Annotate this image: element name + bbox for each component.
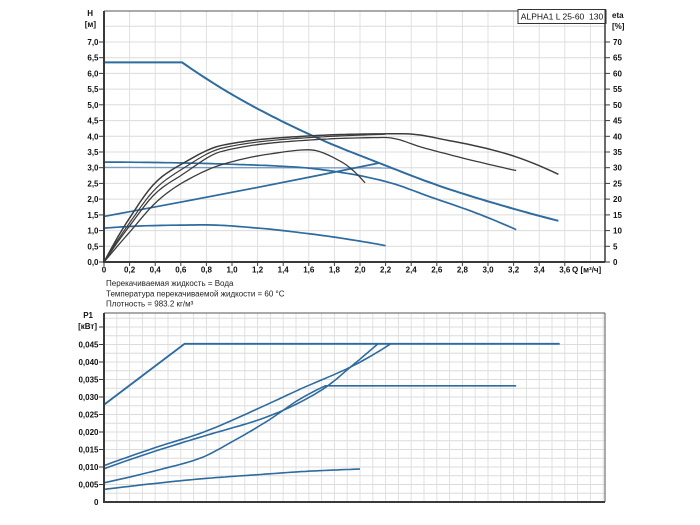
svg-text:0: 0	[613, 258, 618, 267]
svg-text:H: H	[87, 9, 93, 18]
svg-text:65: 65	[613, 54, 622, 63]
svg-text:0,010: 0,010	[78, 463, 99, 472]
svg-text:1,8: 1,8	[329, 266, 341, 275]
svg-text:3,4: 3,4	[534, 266, 546, 275]
svg-text:30: 30	[613, 164, 622, 173]
svg-text:Плотность = 983.2 кг/м³: Плотность = 983.2 кг/м³	[106, 300, 194, 309]
svg-text:0,025: 0,025	[78, 411, 99, 420]
svg-text:[кВт]: [кВт]	[78, 322, 97, 331]
svg-text:0,020: 0,020	[78, 428, 99, 437]
svg-text:0,035: 0,035	[78, 376, 99, 385]
svg-text:0,015: 0,015	[78, 446, 99, 455]
svg-text:1,0: 1,0	[87, 227, 99, 236]
svg-text:3,5: 3,5	[87, 148, 99, 157]
svg-text:10: 10	[613, 227, 622, 236]
svg-text:2,0: 2,0	[354, 266, 366, 275]
svg-text:2,6: 2,6	[431, 266, 443, 275]
svg-text:0,2: 0,2	[124, 266, 136, 275]
svg-text:45: 45	[613, 117, 622, 126]
svg-text:3,0: 3,0	[87, 164, 99, 173]
svg-text:40: 40	[613, 132, 622, 141]
svg-text:35: 35	[613, 148, 622, 157]
svg-text:3,0: 3,0	[482, 266, 494, 275]
svg-text:70: 70	[613, 38, 622, 47]
svg-text:0,005: 0,005	[78, 481, 99, 490]
svg-text:60: 60	[613, 69, 622, 78]
svg-text:0,0: 0,0	[87, 258, 99, 267]
svg-text:P1: P1	[83, 311, 93, 320]
svg-text:2,8: 2,8	[457, 266, 469, 275]
svg-text:1,0: 1,0	[226, 266, 238, 275]
svg-text:2,0: 2,0	[87, 195, 99, 204]
svg-text:20: 20	[613, 195, 622, 204]
svg-text:0: 0	[94, 498, 99, 507]
svg-text:4,0: 4,0	[87, 132, 99, 141]
svg-text:0,6: 0,6	[175, 266, 187, 275]
svg-text:3,2: 3,2	[508, 266, 520, 275]
svg-text:ALPHA1 L 25-60 130: ALPHA1 L 25-60 130	[521, 12, 604, 22]
svg-text:0,045: 0,045	[78, 341, 99, 350]
svg-text:5: 5	[613, 242, 618, 251]
svg-text:[%]: [%]	[612, 22, 625, 31]
svg-text:0,8: 0,8	[201, 266, 213, 275]
svg-text:6,0: 6,0	[87, 69, 99, 78]
svg-text:2,5: 2,5	[87, 179, 99, 188]
svg-text:5,5: 5,5	[87, 85, 99, 94]
svg-text:0,4: 0,4	[150, 266, 162, 275]
svg-text:0,030: 0,030	[78, 393, 99, 402]
svg-text:15: 15	[613, 211, 622, 220]
svg-text:Температура перекачиваемой жид: Температура перекачиваемой жидкости = 60…	[106, 290, 285, 299]
svg-text:1,5: 1,5	[87, 211, 99, 220]
svg-text:0,5: 0,5	[87, 242, 99, 251]
svg-text:6,5: 6,5	[87, 54, 99, 63]
svg-text:eta: eta	[612, 11, 624, 20]
svg-text:Перекачиваемая жидкость = Вода: Перекачиваемая жидкость = Вода	[106, 279, 234, 288]
svg-text:5,0: 5,0	[87, 101, 99, 110]
svg-text:Q [м³/ч]: Q [м³/ч]	[572, 266, 602, 275]
svg-text:2,2: 2,2	[380, 266, 392, 275]
svg-text:1,2: 1,2	[252, 266, 264, 275]
svg-text:0,040: 0,040	[78, 358, 99, 367]
svg-text:2,4: 2,4	[406, 266, 418, 275]
svg-text:4,5: 4,5	[87, 117, 99, 126]
svg-text:7,0: 7,0	[87, 38, 99, 47]
svg-text:[м]: [м]	[85, 20, 97, 29]
svg-text:0: 0	[102, 266, 107, 275]
svg-text:1,6: 1,6	[303, 266, 315, 275]
svg-text:3,6: 3,6	[559, 266, 571, 275]
svg-text:50: 50	[613, 101, 622, 110]
svg-text:1,4: 1,4	[278, 266, 290, 275]
svg-text:55: 55	[613, 85, 622, 94]
svg-text:25: 25	[613, 179, 622, 188]
